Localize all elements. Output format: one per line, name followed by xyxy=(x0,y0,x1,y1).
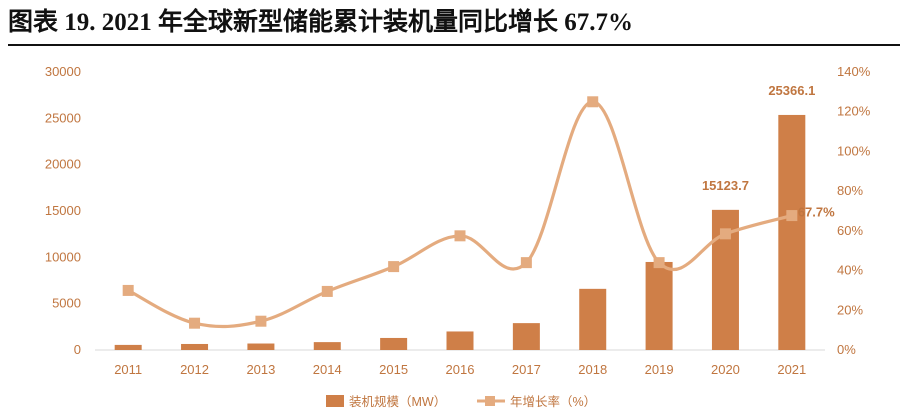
x-tick-label: 2011 xyxy=(114,362,142,377)
bar xyxy=(181,343,209,350)
line-point xyxy=(255,315,267,327)
x-tick-label: 2015 xyxy=(379,362,408,377)
y-right-tick-label: 20% xyxy=(837,302,863,317)
line-point xyxy=(454,230,466,242)
x-tick-label: 2012 xyxy=(180,362,209,377)
x-tick-label: 2017 xyxy=(512,362,541,377)
y-right-tick-label: 40% xyxy=(837,263,863,278)
bar xyxy=(778,114,806,351)
y-left-tick-label: 0 xyxy=(74,342,81,357)
y-right-tick-label: 140% xyxy=(837,64,871,79)
line-point xyxy=(587,96,599,108)
y-right-tick-label: 120% xyxy=(837,104,871,119)
bar-data-label: 25366.1 xyxy=(768,83,815,98)
x-tick-label: 2019 xyxy=(645,362,674,377)
legend: 装机规模（MW） 年增长率（%） xyxy=(326,394,596,409)
line-data-label: 67.7% xyxy=(798,205,835,220)
line-point xyxy=(520,257,532,269)
bar xyxy=(645,261,673,350)
x-tick-label: 2016 xyxy=(446,362,475,377)
y-left-tick-label: 20000 xyxy=(45,157,81,172)
x-tick-label: 2018 xyxy=(578,362,607,377)
bar-series xyxy=(114,114,806,351)
growth-rate-line xyxy=(127,100,793,329)
data-labels: 15123.7 25366.1 67.7% xyxy=(702,83,835,220)
line-point xyxy=(189,317,201,329)
legend-line-label: 年增长率（%） xyxy=(510,394,596,409)
line-point xyxy=(388,261,400,273)
x-tick-label: 2020 xyxy=(711,362,740,377)
legend-bar-swatch xyxy=(326,395,344,407)
line-point xyxy=(122,284,134,296)
y-left-tick-label: 15000 xyxy=(45,203,81,218)
x-tick-label: 2021 xyxy=(777,362,806,377)
y-left-tick-label: 10000 xyxy=(45,249,81,264)
legend-line-marker xyxy=(485,396,495,406)
line-point xyxy=(321,285,333,297)
y-right-tick-label: 0% xyxy=(837,342,856,357)
bar xyxy=(579,288,607,350)
bar xyxy=(446,331,474,350)
y-left-tick-label: 5000 xyxy=(52,296,81,311)
bar xyxy=(114,344,142,350)
line-point xyxy=(786,210,798,222)
bar xyxy=(380,337,408,350)
y-right-tick-label: 60% xyxy=(837,223,863,238)
axes: 0 5000 10000 15000 20000 25000 30000 0% 20% 40% 60… xyxy=(45,64,871,377)
bar-data-label: 15123.7 xyxy=(702,178,749,193)
line-series xyxy=(122,96,798,329)
bar xyxy=(512,323,540,350)
bar xyxy=(313,342,341,350)
y-left-tick-label: 30000 xyxy=(45,64,81,79)
legend-bar-label: 装机规模（MW） xyxy=(349,394,446,409)
x-tick-label: 2013 xyxy=(246,362,275,377)
y-left-tick-label: 25000 xyxy=(45,110,81,125)
x-tick-label: 2014 xyxy=(313,362,342,377)
y-right-tick-label: 100% xyxy=(837,143,871,158)
title-underline xyxy=(8,44,900,46)
bar xyxy=(247,343,275,350)
line-point xyxy=(719,228,731,240)
y-right-tick-label: 80% xyxy=(837,183,863,198)
line-point xyxy=(653,257,665,269)
figure-title: 图表 19. 2021 年全球新型储能累计装机量同比增长 67.7% xyxy=(8,9,634,36)
